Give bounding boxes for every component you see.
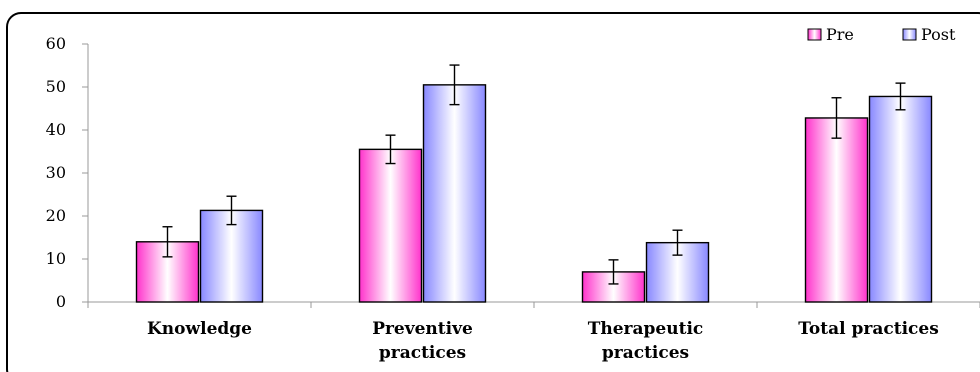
category-label: practices — [602, 343, 689, 363]
bar-post — [645, 241, 710, 303]
bar-post — [868, 95, 933, 303]
category-label: practices — [379, 343, 466, 363]
legend-swatch-pre — [807, 28, 822, 41]
bars — [135, 64, 933, 303]
category-label: Total practices — [798, 319, 939, 339]
category-labels: Knowledge Preventive practices Therapeutic p… — [147, 319, 939, 363]
category-label: Preventive — [372, 319, 473, 339]
legend-swatch-post — [902, 28, 917, 41]
bar-post — [422, 84, 487, 303]
y-tick-label: 30 — [46, 163, 66, 182]
bar-pre — [804, 117, 869, 303]
legend: Pre Post — [807, 25, 956, 44]
legend-label-post: Post — [921, 25, 956, 44]
category-label: Knowledge — [147, 319, 252, 339]
chart-frame — [6, 12, 980, 372]
y-tick-label: 60 — [46, 34, 66, 53]
y-tick-label: 0 — [56, 292, 66, 311]
y-tick-label: 10 — [46, 249, 66, 268]
y-tick-label: 40 — [46, 120, 66, 139]
bar-pre — [358, 148, 423, 303]
y-tick-label: 50 — [46, 77, 66, 96]
category-label: Therapeutic — [588, 319, 704, 339]
legend-label-pre: Pre — [826, 25, 854, 44]
y-tick-label: 20 — [46, 206, 66, 225]
bar-post — [199, 209, 264, 303]
